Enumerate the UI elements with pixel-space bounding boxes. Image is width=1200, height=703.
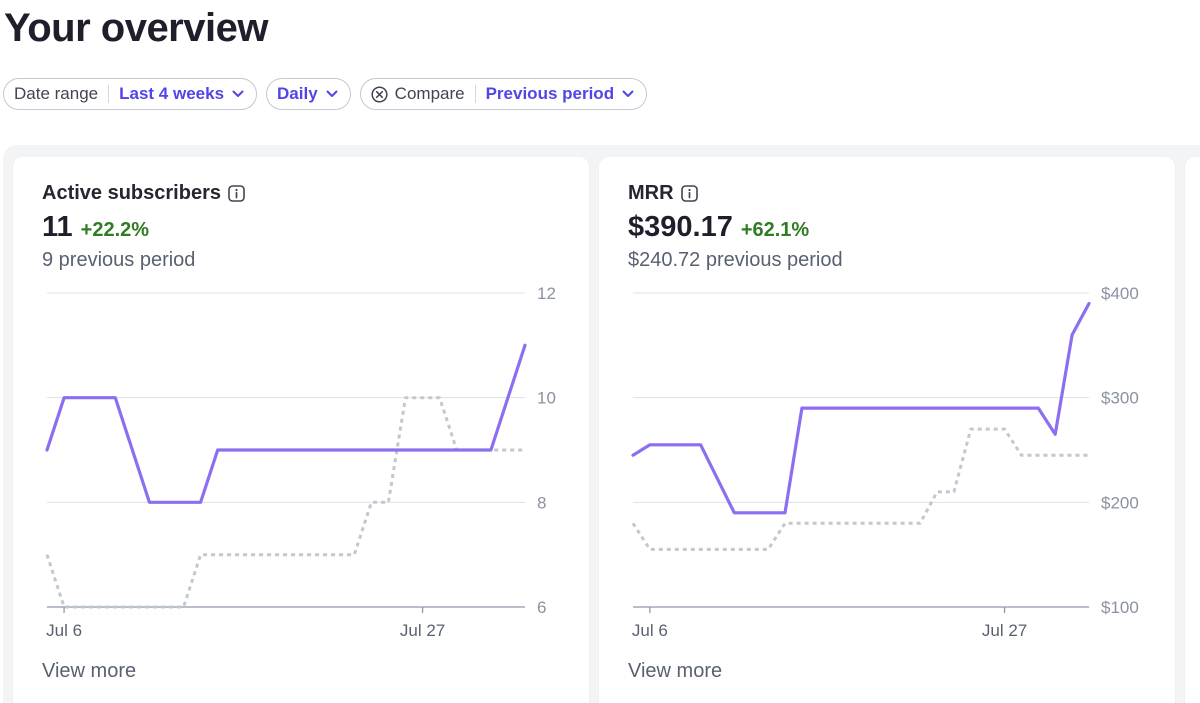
metric-change: +62.1% <box>740 219 810 241</box>
y-tick-label: 10 <box>537 389 556 408</box>
y-tick-label: $400 <box>1101 284 1139 303</box>
card-title-text: Active subscribers <box>42 182 221 204</box>
previous-period-value: 9 previous period <box>42 249 196 271</box>
metric: 11 +22.2% <box>42 211 149 244</box>
compare-filter[interactable]: Compare Previous period <box>359 78 648 110</box>
card-title-text: MRR <box>628 182 674 204</box>
date-range-value: Last 4 weeks <box>119 84 225 103</box>
y-tick-label: $100 <box>1101 598 1139 617</box>
previous-period-value: $240.72 previous period <box>628 249 843 271</box>
y-tick-label: 6 <box>537 598 546 617</box>
metric-value: 11 <box>42 211 73 243</box>
y-tick-label: $200 <box>1101 493 1139 512</box>
date-range-label: Date range <box>14 84 99 103</box>
view-more-link[interactable]: View more <box>42 660 137 682</box>
info-icon[interactable] <box>228 185 245 202</box>
clear-compare-icon[interactable] <box>371 85 388 103</box>
overview-cards: Active subscribers 11 +22.2% 9 previous … <box>3 145 1200 703</box>
card-title: MRR <box>628 182 698 205</box>
active-subscribers-chart: 12 10 8 6 Jul 6 Jul 27 <box>45 284 556 640</box>
filter-bar: Date range Last 4 weeks Daily Compare Pr… <box>3 78 648 110</box>
next-card-partial <box>1185 157 1200 703</box>
card-title: Active subscribers <box>42 182 245 205</box>
current-period-line <box>631 301 1091 515</box>
interval-filter[interactable]: Daily <box>266 78 351 110</box>
page-title: Your overview <box>4 6 268 50</box>
info-icon[interactable] <box>680 185 698 202</box>
mrr-chart: $400 $300 $200 $100 Jul 6 Jul 27 <box>631 284 1139 640</box>
chevron-down-icon <box>326 90 338 98</box>
metric: $390.17 +62.1% <box>628 211 809 244</box>
x-tick-label: Jul 27 <box>400 621 445 640</box>
compare-label: Compare <box>394 84 465 103</box>
x-tick-label: Jul 6 <box>632 621 668 640</box>
metric-value: $390.17 <box>628 211 733 243</box>
y-tick-label: $300 <box>1101 389 1139 408</box>
x-tick-label: Jul 27 <box>982 621 1027 640</box>
view-more-link[interactable]: View more <box>628 660 723 682</box>
divider <box>474 85 476 103</box>
metric-change: +22.2% <box>80 219 150 241</box>
mrr-card: MRR $390.17 +62.1% $240.72 previous peri… <box>599 157 1175 703</box>
compare-value: Previous period <box>485 84 615 103</box>
current-period-line <box>45 343 527 504</box>
chevron-down-icon <box>232 90 244 98</box>
divider <box>108 85 110 103</box>
date-range-filter[interactable]: Date range Last 4 weeks <box>3 78 258 110</box>
chevron-down-icon <box>622 90 634 98</box>
y-tick-label: 8 <box>537 493 546 512</box>
x-tick-label: Jul 6 <box>46 621 82 640</box>
y-tick-label: 12 <box>537 284 556 303</box>
interval-value: Daily <box>277 84 318 103</box>
active-subscribers-card: Active subscribers 11 +22.2% 9 previous … <box>13 157 589 703</box>
